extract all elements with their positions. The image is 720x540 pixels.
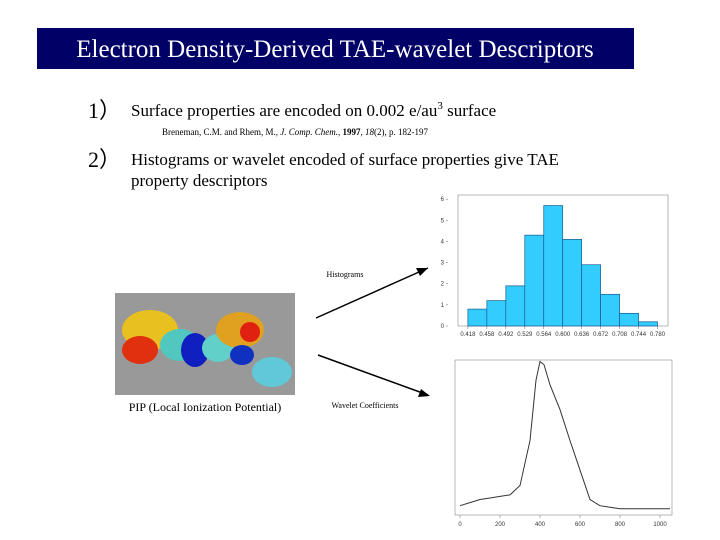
molecule-label: PIP (Local Ionization Potential) xyxy=(129,400,282,414)
x-tick-label: 0.708 xyxy=(612,332,628,338)
citation-part: 1997 xyxy=(343,127,362,137)
x-tick-label: 200 xyxy=(495,522,506,528)
x-tick-label: 0.458 xyxy=(479,332,495,338)
x-tick-label: 0.744 xyxy=(631,332,647,338)
item-text: Surface properties are encoded on 0.002 … xyxy=(131,100,496,120)
x-tick-label: 0.780 xyxy=(650,332,666,338)
citation-part: (2), p. 182-197 xyxy=(374,127,428,137)
citation-part: , xyxy=(361,127,366,137)
x-tick-label: 600 xyxy=(575,522,586,528)
y-tick-label: 1 xyxy=(441,303,445,309)
x-tick-label: 0.672 xyxy=(593,332,609,338)
x-tick-label: 0.492 xyxy=(498,332,514,338)
y-tick-label: 4 xyxy=(441,239,445,245)
bar xyxy=(505,285,526,327)
bar xyxy=(543,205,564,327)
citation-part: 18 xyxy=(365,127,375,137)
superscript: 3 xyxy=(437,100,443,112)
y-tick-label: 6 xyxy=(441,197,445,203)
x-tick-label: 0.636 xyxy=(574,332,590,338)
title-box xyxy=(37,28,634,69)
y-tick-label: 5 xyxy=(441,218,445,224)
x-tick-label: 0.418 xyxy=(460,332,476,338)
x-tick-label: 0.600 xyxy=(555,332,571,338)
molecule xyxy=(122,310,292,387)
bar xyxy=(619,312,639,327)
bar xyxy=(486,300,507,327)
item-text: Histograms or wavelet encoded of surface… xyxy=(131,150,559,169)
title: Electron Density-Derived TAE-wavelet Des… xyxy=(76,36,594,63)
x-tick-label: 1000 xyxy=(653,522,667,528)
citation-part: Breneman, C.M. and Rhem, M., xyxy=(162,127,280,137)
item-text-part: surface xyxy=(443,101,496,120)
bar xyxy=(581,264,601,327)
y-tick-label: 3 xyxy=(441,261,445,267)
citation-part: , xyxy=(338,127,343,137)
x-tick-label: 0.564 xyxy=(536,332,552,338)
bar xyxy=(600,293,620,327)
arrow-label: Histograms xyxy=(327,270,364,279)
x-tick-label: 400 xyxy=(535,522,546,528)
citation-part: J. Comp. Chem. xyxy=(280,127,338,137)
item-number: 2） xyxy=(88,147,121,172)
y-tick-label: 0 xyxy=(441,324,445,330)
item-text-part: Surface properties are encoded on 0.002 … xyxy=(131,101,438,120)
item-number: 1） xyxy=(88,98,121,123)
arrow xyxy=(317,354,429,396)
x-tick-label: 0 xyxy=(458,522,462,528)
arrow xyxy=(315,267,429,319)
arrow-head xyxy=(418,389,430,397)
bar xyxy=(638,321,658,327)
bar xyxy=(524,234,545,327)
item-text: property descriptors xyxy=(131,171,267,190)
wavelet-frame xyxy=(454,359,673,516)
y-tick-label: 2 xyxy=(441,282,445,288)
x-tick-label: 0.529 xyxy=(517,332,533,338)
citation: Breneman, C.M. and Rhem, M., J. Comp. Ch… xyxy=(162,127,428,137)
arrow-label: Wavelet Coefficients xyxy=(332,401,399,410)
bar xyxy=(562,239,583,327)
wavelet-line xyxy=(459,360,670,510)
bar xyxy=(467,308,488,327)
x-tick-label: 800 xyxy=(615,522,626,528)
arrow-head xyxy=(416,268,428,276)
